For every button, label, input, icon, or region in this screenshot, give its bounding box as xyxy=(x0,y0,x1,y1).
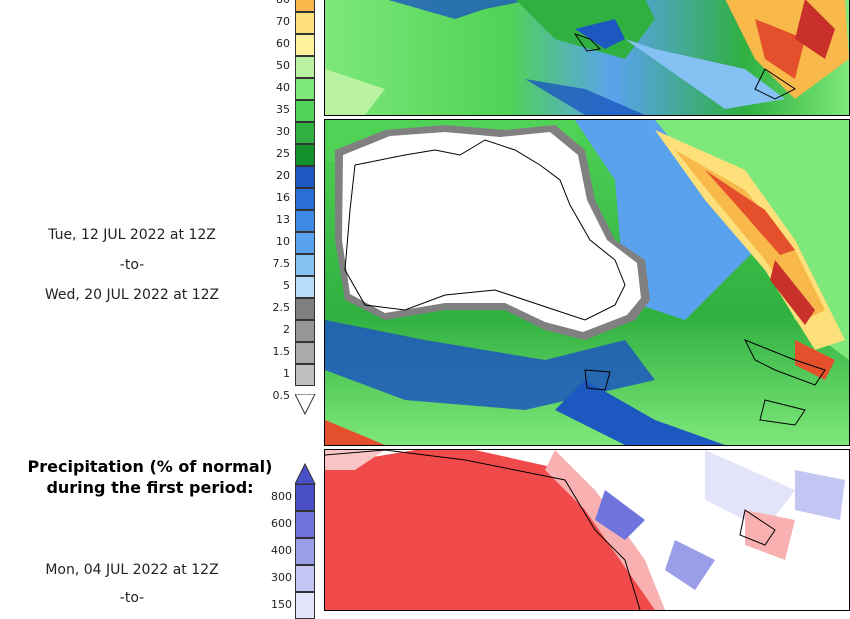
colorbar-segment xyxy=(295,364,315,386)
colorbar-tick-label: 20 xyxy=(276,169,290,182)
colorbar-segment xyxy=(295,144,315,166)
colorbar-min-arrow xyxy=(295,394,316,416)
pct-normal-colorbar: 800 600 400 300 150 xyxy=(238,463,328,619)
colorbar-tick-label: 600 xyxy=(271,517,292,530)
pct-normal-map xyxy=(324,449,850,611)
colorbar-segment xyxy=(295,56,315,78)
colorbar-tick-label: 2.5 xyxy=(272,301,291,314)
colorbar-segment xyxy=(295,511,315,538)
colorbar-segment xyxy=(295,188,315,210)
pct-normal-title-line2: during the first period: xyxy=(46,478,254,497)
colorbar-segment xyxy=(295,78,315,100)
colorbar-tick-label: 40 xyxy=(276,81,290,94)
colorbar-segment xyxy=(295,484,315,511)
colorbar-tick-label: 25 xyxy=(276,147,290,160)
colorbar-tick-label: 300 xyxy=(271,571,292,584)
colorbar-tick-label: 400 xyxy=(271,544,292,557)
colorbar-tick-label: 10 xyxy=(276,235,290,248)
colorbar-tick-label: 60 xyxy=(276,37,290,50)
colorbar-tick-label: 35 xyxy=(276,103,290,116)
colorbar-segment xyxy=(295,538,315,565)
first-period-separator-label: -to- xyxy=(119,590,145,606)
colorbar-segment xyxy=(295,592,315,619)
precip-map-period1 xyxy=(324,0,850,116)
colorbar-segment xyxy=(295,0,315,12)
colorbar-tick-label: 2 xyxy=(283,323,290,336)
colorbar-tick-label: 30 xyxy=(276,125,290,138)
colorbar-segment xyxy=(295,232,315,254)
colorbar-tick-label: 1 xyxy=(283,367,290,380)
colorbar-segment xyxy=(295,342,315,364)
colorbar-segments xyxy=(295,484,315,619)
colorbar-tick-label: 1.5 xyxy=(272,345,291,358)
period-start-label: Tue, 12 JUL 2022 at 12Z xyxy=(48,227,216,243)
colorbar-tick-label: 7.5 xyxy=(272,257,291,270)
period-end-label: Wed, 20 JUL 2022 at 12Z xyxy=(44,287,220,303)
colorbar-segment xyxy=(295,254,315,276)
colorbar-tick-label: 70 xyxy=(276,15,290,28)
colorbar-tick-label: 50 xyxy=(276,59,290,72)
colorbar-segment xyxy=(295,276,315,298)
colorbar-segment xyxy=(295,320,315,342)
pct-normal-title-line1: Precipitation (% of normal) xyxy=(27,457,273,476)
colorbar-tick-label: 80 xyxy=(240,0,290,6)
first-period-start-label: Mon, 04 JUL 2022 at 12Z xyxy=(45,562,219,578)
colorbar-tick-label: 800 xyxy=(271,490,292,503)
colorbar-tick-label: 13 xyxy=(276,213,290,226)
colorbar-segments xyxy=(295,0,315,386)
colorbar-segment xyxy=(295,166,315,188)
colorbar-segment xyxy=(295,298,315,320)
colorbar-segment xyxy=(295,210,315,232)
colorbar-segment xyxy=(295,12,315,34)
colorbar-segment xyxy=(295,565,315,592)
period-separator-label: -to- xyxy=(119,257,145,273)
colorbar-tick-label: 5 xyxy=(283,279,290,292)
colorbar-segment xyxy=(295,122,315,144)
colorbar-max-arrow xyxy=(295,463,316,485)
precip-map-period2 xyxy=(324,119,850,446)
colorbar-segment xyxy=(295,34,315,56)
precip-colorbar: 80 70 60 50 40 35 30 25 20 16 13 10 7.5 5 2.5 2 1.5 1 0.5 xyxy=(238,0,328,420)
colorbar-tick-label: 16 xyxy=(276,191,290,204)
colorbar-tick-label: 0.5 xyxy=(272,389,291,402)
colorbar-segment xyxy=(295,100,315,122)
